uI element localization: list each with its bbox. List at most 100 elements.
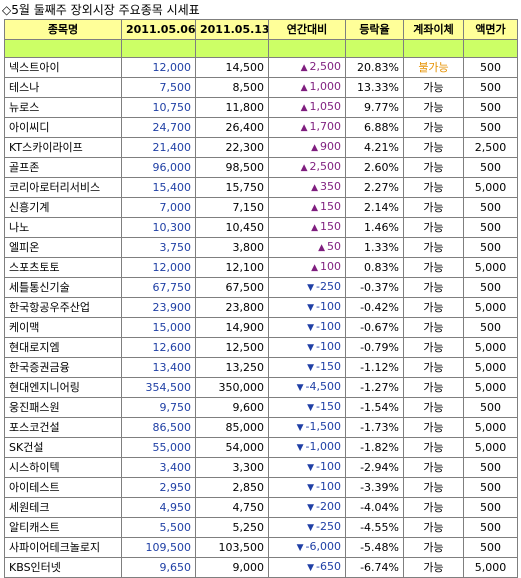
- change-value: -1,500: [305, 420, 341, 433]
- par-value: 5,000: [463, 437, 518, 458]
- change-value: -150: [316, 400, 341, 413]
- change-value: 1,050: [309, 100, 342, 113]
- change-rate: 2.14%: [345, 197, 404, 218]
- change-rate: -1.82%: [345, 437, 404, 458]
- triangle-up-icon: ▲: [311, 143, 318, 153]
- change-amount: ▲ 1,700: [268, 117, 346, 138]
- change-value: -150: [316, 360, 341, 373]
- transfer-status: 가능: [403, 477, 464, 498]
- change-rate: 1.33%: [345, 237, 404, 258]
- change-value: -200: [316, 500, 341, 513]
- change-rate: -0.42%: [345, 297, 404, 318]
- par-value: 500: [463, 277, 518, 298]
- prev-price: 3,400: [121, 457, 196, 478]
- header-diff: 연간대비: [268, 19, 346, 40]
- transfer-status: 가능: [403, 497, 464, 518]
- change-rate: 20.83%: [345, 57, 404, 78]
- transfer-status: 가능: [403, 197, 464, 218]
- table-row: 포스코건설 86,500 85,000 ▼ -1,500 -1.73% 가능 5,000: [4, 417, 518, 438]
- table-row: SK건설 55,000 54,000 ▼ -1,000 -1.82% 가능 5,000: [4, 437, 518, 458]
- cur-price: 11,800: [195, 97, 269, 118]
- table-row: 뉴로스 10,750 11,800 ▲ 1,050 9.77% 가능 500: [4, 97, 518, 118]
- change-amount: ▼ -4,500: [268, 377, 346, 398]
- stock-name: 아이씨디: [4, 117, 122, 138]
- prev-price: 109,500: [121, 537, 196, 558]
- prev-price: 7,500: [121, 77, 196, 98]
- table-row: 세틀통신기술 67,750 67,500 ▼ -250 -0.37% 가능 500: [4, 277, 518, 298]
- change-amount: ▼ -6,000: [268, 537, 346, 558]
- transfer-status: 가능: [403, 317, 464, 338]
- transfer-status: 가능: [403, 437, 464, 458]
- par-value: 5,000: [463, 337, 518, 358]
- cur-price: 12,100: [195, 257, 269, 278]
- change-amount: ▼ -150: [268, 357, 346, 378]
- prev-price: 23,900: [121, 297, 196, 318]
- table-row: 코리아로터리서비스 15,400 15,750 ▲ 350 2.27% 가능 5,000: [4, 177, 518, 198]
- change-value: -100: [316, 340, 341, 353]
- change-amount: ▼ -250: [268, 277, 346, 298]
- table-row: KT스카이라이프 21,400 22,300 ▲ 900 4.21% 가능 2,500: [4, 137, 518, 158]
- cur-price: 54,000: [195, 437, 269, 458]
- table-row: 넥스트아이 12,000 14,500 ▲ 2,500 20.83% 불가능 500: [4, 57, 518, 78]
- stock-name: 웅진패스원: [4, 397, 122, 418]
- transfer-status: 가능: [403, 517, 464, 538]
- triangle-up-icon: ▲: [311, 183, 318, 193]
- cur-price: 5,250: [195, 517, 269, 538]
- par-value: 500: [463, 477, 518, 498]
- transfer-status: 가능: [403, 397, 464, 418]
- change-value: 1,000: [309, 80, 342, 93]
- change-rate: -4.55%: [345, 517, 404, 538]
- table-row: 한국증권금융 13,400 13,250 ▼ -150 -1.12% 가능 5,000: [4, 357, 518, 378]
- stock-name: 케이맥: [4, 317, 122, 338]
- par-value: 500: [463, 457, 518, 478]
- transfer-status: 가능: [403, 157, 464, 178]
- prev-price: 9,650: [121, 557, 196, 578]
- change-rate: 2.27%: [345, 177, 404, 198]
- header-cur-date: 2011.05.13: [195, 19, 269, 40]
- change-value: -4,500: [305, 380, 341, 393]
- par-value: 5,000: [463, 257, 518, 278]
- cur-price: 85,000: [195, 417, 269, 438]
- triangle-down-icon: ▼: [296, 443, 304, 453]
- par-value: 500: [463, 217, 518, 238]
- table-row: 엘피온 3,750 3,800 ▲ 50 1.33% 가능 500: [4, 237, 518, 258]
- cur-price: 22,300: [195, 137, 269, 158]
- change-amount: ▼ -1,500: [268, 417, 346, 438]
- change-rate: 0.83%: [345, 257, 404, 278]
- stock-name: 아이테스트: [4, 477, 122, 498]
- cur-price: 7,150: [195, 197, 269, 218]
- par-value: 500: [463, 317, 518, 338]
- change-amount: ▲ 900: [268, 137, 346, 158]
- header-prev-date: 2011.05.06: [121, 19, 196, 40]
- prev-price: 24,700: [121, 117, 196, 138]
- change-amount: ▼ -150: [268, 397, 346, 418]
- change-value: 350: [320, 180, 341, 193]
- change-rate: 6.88%: [345, 117, 404, 138]
- stock-name: 테스나: [4, 77, 122, 98]
- stock-name: 알티캐스트: [4, 517, 122, 538]
- cur-price: 350,000: [195, 377, 269, 398]
- prev-price: 55,000: [121, 437, 196, 458]
- par-value: 500: [463, 517, 518, 538]
- triangle-up-icon: ▲: [300, 83, 308, 93]
- stock-name: 현대로지엠: [4, 337, 122, 358]
- change-rate: -0.37%: [345, 277, 404, 298]
- transfer-status: 가능: [403, 77, 464, 98]
- cur-price: 12,500: [195, 337, 269, 358]
- stock-name: 골프존: [4, 157, 122, 178]
- triangle-up-icon: ▲: [300, 63, 308, 73]
- cur-price: 3,300: [195, 457, 269, 478]
- change-value: -250: [316, 520, 341, 533]
- stock-name: 넥스트아이: [4, 57, 122, 78]
- triangle-up-icon: ▲: [311, 223, 318, 233]
- change-amount: ▲ 1,050: [268, 97, 346, 118]
- par-value: 500: [463, 57, 518, 78]
- change-value: -650: [316, 560, 341, 573]
- par-value: 500: [463, 97, 518, 118]
- transfer-status: 가능: [403, 117, 464, 138]
- change-amount: ▼ -250: [268, 517, 346, 538]
- cur-price: 67,500: [195, 277, 269, 298]
- par-value: 500: [463, 117, 518, 138]
- transfer-status: 가능: [403, 177, 464, 198]
- change-value: 150: [320, 220, 341, 233]
